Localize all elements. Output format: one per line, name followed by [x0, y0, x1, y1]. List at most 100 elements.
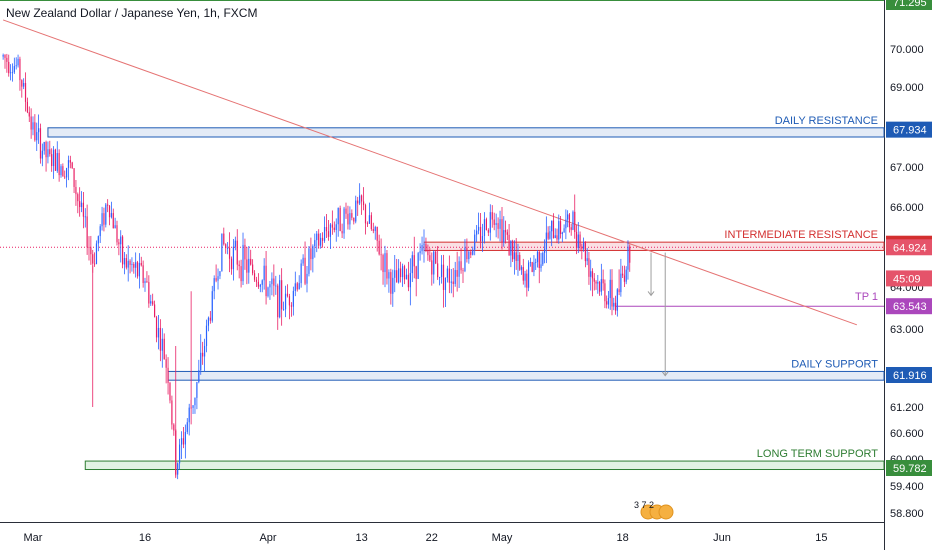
candle	[118, 238, 120, 256]
candle	[510, 240, 512, 268]
x-tick-label: Apr	[259, 532, 276, 544]
candle	[331, 210, 333, 235]
candle	[419, 243, 421, 261]
candle	[607, 290, 610, 309]
candle	[32, 116, 34, 136]
candle	[577, 222, 579, 254]
candle	[586, 247, 588, 266]
candle	[386, 249, 388, 285]
candle	[361, 194, 363, 215]
candle	[357, 196, 359, 216]
candle	[11, 63, 14, 82]
candle	[359, 183, 361, 206]
candle	[524, 270, 526, 288]
x-tick-label: 18	[617, 532, 629, 544]
candle	[366, 221, 369, 228]
candle	[598, 280, 601, 296]
y-tick-label: 69.000	[890, 82, 924, 94]
zone-label-long-term-support: LONG TERM SUPPORT	[757, 448, 879, 460]
candle	[279, 274, 281, 319]
candle	[255, 276, 258, 287]
candle	[372, 222, 374, 234]
candle	[425, 237, 427, 253]
candle	[51, 148, 53, 172]
zone-daily-support[interactable]	[167, 370, 885, 381]
candle	[622, 265, 624, 278]
price-badge-label: 71.295	[893, 0, 927, 9]
candle	[28, 106, 30, 123]
candle	[531, 261, 533, 273]
plot-area[interactable]	[0, 0, 884, 522]
candle	[442, 254, 445, 308]
candle	[236, 229, 238, 271]
candle	[43, 141, 45, 155]
candle	[252, 259, 254, 276]
x-tick-label: 13	[355, 532, 367, 544]
candle	[215, 264, 217, 283]
candle	[485, 217, 487, 231]
candle	[296, 281, 298, 292]
candle	[368, 202, 370, 224]
y-tick-label: 66.000	[890, 202, 924, 214]
x-axis-ticks: Mar 16 Apr 13 22 May 18 Jun 15	[24, 532, 828, 544]
candle	[468, 250, 470, 264]
candle	[34, 114, 36, 142]
candle	[314, 233, 316, 258]
candle	[499, 210, 501, 242]
candle	[370, 212, 372, 231]
candle	[575, 224, 578, 255]
price-badge: 45:09	[886, 270, 932, 287]
candle	[167, 357, 169, 395]
zone-label-daily-support: DAILY SUPPORT	[791, 358, 878, 370]
candle	[329, 222, 331, 249]
candle	[433, 250, 435, 284]
level-label-tp-1: TP 1	[855, 291, 878, 303]
candle	[240, 259, 242, 288]
candle	[398, 259, 400, 284]
candle	[62, 163, 64, 177]
trendline[interactable]	[2, 19, 858, 326]
events-icon[interactable]: 3 7 2	[634, 500, 674, 520]
candle	[493, 212, 495, 231]
zone-long-term-support[interactable]	[84, 460, 885, 471]
y-tick-label: 70.000	[890, 44, 924, 56]
candle	[540, 252, 542, 272]
candle	[133, 262, 135, 274]
candle	[623, 265, 626, 287]
candle	[318, 229, 320, 249]
candle	[225, 243, 227, 254]
candle	[171, 395, 173, 430]
candle	[429, 248, 431, 263]
candle	[476, 225, 478, 242]
candle	[421, 236, 423, 255]
candle	[613, 297, 615, 311]
candle	[99, 224, 101, 243]
candle	[536, 250, 539, 268]
zone-label-intermediate-resistance: INTERMEDIATE RESISTANCE	[724, 229, 878, 241]
x-tick-label: 22	[426, 532, 438, 544]
candle	[341, 223, 343, 238]
candle	[409, 258, 411, 306]
zone-intermediate-resistance[interactable]	[423, 241, 885, 251]
candle	[382, 253, 384, 285]
events-count: 3 7 2	[634, 500, 654, 510]
candle	[478, 212, 480, 235]
candle	[322, 232, 324, 248]
candle	[244, 238, 246, 270]
zone-daily-resistance[interactable]	[47, 127, 885, 138]
candle	[86, 204, 88, 255]
candle	[567, 210, 569, 228]
y-tick-label: 59.400	[890, 481, 924, 493]
candle	[228, 232, 231, 273]
candle	[127, 245, 129, 282]
candle	[84, 208, 86, 228]
candle	[39, 123, 42, 164]
candle	[470, 249, 472, 259]
candle	[66, 167, 68, 188]
candle	[277, 283, 279, 330]
candle	[131, 257, 133, 272]
candle	[269, 280, 271, 300]
candle	[481, 223, 484, 252]
candle	[609, 269, 611, 310]
